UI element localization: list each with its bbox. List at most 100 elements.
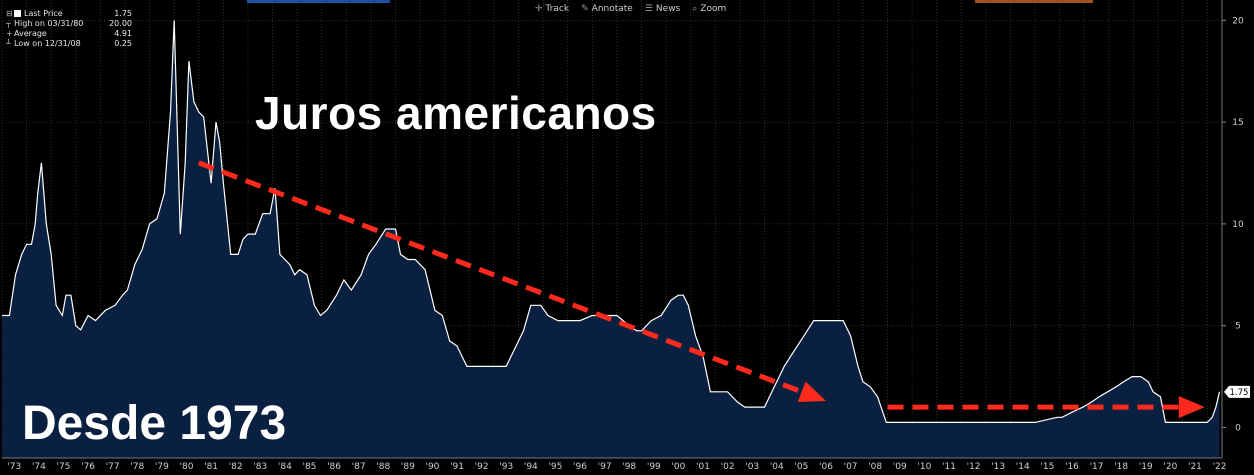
x-tick-label: '74 (32, 462, 46, 472)
x-tick-label: '76 (81, 462, 95, 472)
trend-arrows (197, 160, 1205, 419)
x-tick-label: '96 (573, 462, 587, 472)
x-tick-label: '87 (352, 462, 366, 472)
trend-arrow-line (197, 160, 803, 395)
x-tick-label: '84 (278, 462, 292, 472)
overlay-title: Juros americanos (255, 87, 657, 139)
zoom-button[interactable]: ⌕ Zoom (692, 2, 726, 16)
legend-value: 4.91 (114, 29, 132, 38)
legend-value: 20.00 (109, 19, 132, 28)
x-tick-label: '95 (548, 462, 562, 472)
rate-area-series (2, 20, 1221, 459)
x-tick-label: '98 (622, 462, 636, 472)
area-fill (2, 20, 1220, 459)
top-strip-blue (247, 0, 390, 3)
legend-row-average: + Average 4.91 (6, 29, 132, 39)
x-tick-label: '15 (1040, 462, 1054, 472)
annotate-label: Annotate (591, 4, 633, 14)
x-tick-label: '85 (302, 462, 316, 472)
x-tick-label: '89 (401, 462, 415, 472)
x-tick-label: '97 (598, 462, 612, 472)
x-tick-label: '99 (647, 462, 661, 472)
x-tick-label: '21 (1188, 462, 1202, 472)
zoom-label: Zoom (700, 4, 727, 14)
x-tick-label: '80 (180, 462, 194, 472)
y-tick-label: 0 (1235, 423, 1241, 433)
x-tick-label: '07 (844, 462, 858, 472)
x-tick-label: '03 (745, 462, 759, 472)
magnifier-icon: ⌕ (692, 4, 698, 14)
x-tick-label: '01 (696, 462, 710, 472)
x-tick-label: '05 (794, 462, 808, 472)
top-strip-orange (975, 0, 1093, 3)
legend-label: Average (14, 29, 47, 38)
x-tick-label: '16 (1065, 462, 1079, 472)
legend-value: 0.25 (114, 39, 132, 48)
x-tick-label: '88 (376, 462, 390, 472)
high-marker-icon: ┬ (6, 19, 11, 28)
legend-label: Last Price (24, 9, 63, 18)
y-tick-label: 20 (1232, 16, 1244, 26)
x-tick-label: '17 (1090, 462, 1104, 472)
x-tick-label: '18 (1114, 462, 1128, 472)
list-icon: ☰ (644, 4, 653, 14)
x-tick-label: '04 (770, 462, 784, 472)
news-label: News (655, 4, 681, 14)
trend-arrow-head (1178, 396, 1205, 419)
overlay-subtitle: Desde 1973 (22, 397, 287, 450)
legend-value: 1.75 (114, 9, 132, 18)
x-tick-label: '79 (155, 462, 169, 472)
x-tick-label: '13 (991, 462, 1005, 472)
price-tag-box (1224, 385, 1250, 398)
news-button[interactable]: ☰ News (645, 2, 680, 16)
x-tick-label: '93 (499, 462, 513, 472)
x-tick-label: '12 (967, 462, 981, 472)
x-tick-label: '91 (450, 462, 464, 472)
x-tick-label: '09 (893, 462, 907, 472)
annotate-button[interactable]: ✎ Annotate (581, 2, 633, 16)
x-tick-label: '20 (1163, 462, 1177, 472)
crosshair-icon: ✛ (535, 4, 543, 14)
x-tick-label: '90 (425, 462, 439, 472)
x-tick-label: '00 (671, 462, 685, 472)
x-tick-label: '81 (204, 462, 218, 472)
y-tick-label: 5 (1235, 322, 1241, 332)
x-tick-label: '82 (229, 462, 243, 472)
x-tick-label: '92 (475, 462, 489, 472)
series-line (2, 20, 1221, 423)
price-tag-label: 1.75 (1230, 388, 1249, 398)
legend-label: High on 03/31/80 (14, 19, 84, 28)
legend-row-low: ┴ Low on 12/31/08 0.25 (6, 39, 132, 49)
legend-label: Low on 12/31/08 (14, 39, 81, 48)
low-marker-icon: ┴ (6, 39, 11, 48)
chart-toolbar: ✛ Track ✎ Annotate ☰ News ⌕ Zoom (535, 2, 726, 16)
x-tick-label: '06 (819, 462, 833, 472)
x-tick-label: '77 (106, 462, 120, 472)
x-tick-label: '73 (7, 462, 21, 472)
x-tick-label: '08 (868, 462, 882, 472)
y-tick-label: 15 (1232, 118, 1243, 128)
x-tick-label: '83 (253, 462, 267, 472)
x-tick-label: '19 (1139, 462, 1153, 472)
x-tick-label: '10 (917, 462, 931, 472)
x-tick-label: '75 (57, 462, 71, 472)
track-button[interactable]: ✛ Track (535, 2, 569, 16)
legend-row-last-price[interactable]: ⊟ Last Price 1.75 (6, 9, 132, 19)
x-tick-label: '02 (721, 462, 735, 472)
legend-row-high: ┬ High on 03/31/80 20.00 (6, 19, 132, 29)
collapse-icon[interactable]: ⊟ (6, 9, 13, 18)
x-tick-label: '14 (1016, 462, 1030, 472)
chart-legend: ⊟ Last Price 1.75 ┬ High on 03/31/80 20.… (6, 9, 132, 49)
series-swatch (14, 10, 21, 17)
trend-arrow-head (797, 381, 826, 403)
y-tick-label: 10 (1232, 220, 1244, 230)
x-tick-label: '11 (942, 462, 956, 472)
pencil-icon: ✎ (581, 4, 589, 14)
average-marker-icon: + (6, 29, 13, 38)
x-tick-label: '94 (524, 462, 538, 472)
track-label: Track (545, 4, 570, 14)
x-tick-label: '78 (130, 462, 144, 472)
x-tick-label: '22 (1213, 462, 1227, 472)
